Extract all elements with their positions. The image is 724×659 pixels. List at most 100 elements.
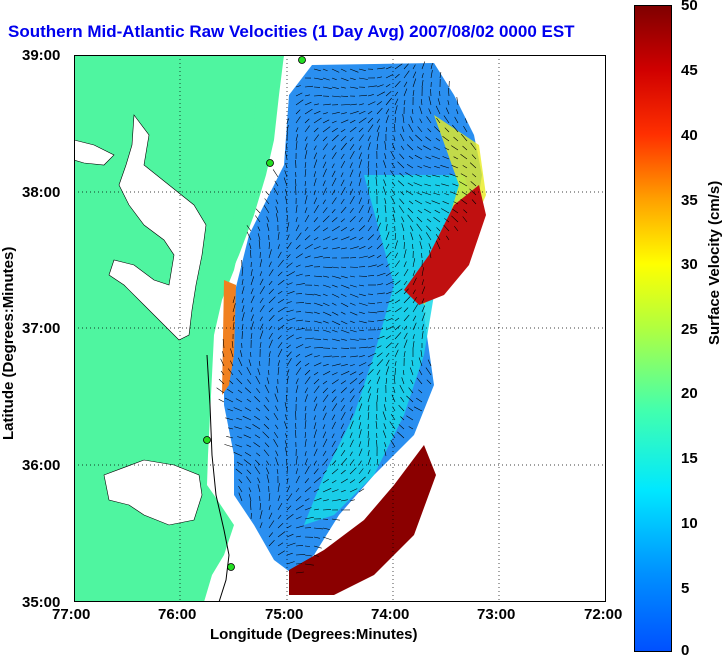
chesapeake-bay	[108, 114, 207, 341]
velocity-arrow	[295, 336, 302, 340]
colorbar-tick-label: 20	[681, 385, 698, 402]
velocity-arrow	[412, 71, 417, 79]
velocity-arrow	[420, 99, 423, 106]
velocity-arrow	[313, 134, 320, 142]
velocity-arrow	[394, 332, 402, 340]
velocity-arrow	[313, 554, 319, 557]
velocity-arrow	[376, 310, 385, 313]
velocity-arrow	[340, 423, 344, 430]
velocity-arrow	[257, 477, 261, 484]
velocity-arrow	[264, 384, 270, 394]
velocity-arrow	[421, 80, 424, 88]
velocity-arrow	[427, 128, 432, 133]
velocity-arrow	[331, 347, 338, 349]
velocity-arrow	[358, 134, 364, 142]
velocity-arrow	[276, 386, 279, 394]
velocity-arrow	[277, 259, 284, 268]
velocity-arrow	[313, 255, 323, 259]
velocity-arrow	[340, 430, 345, 439]
velocity-arrow	[246, 366, 252, 376]
colorbar-tick-label: 0	[681, 642, 690, 659]
velocity-arrow	[340, 404, 346, 412]
velocity-arrow	[358, 302, 368, 306]
velocity-arrow	[295, 116, 301, 124]
velocity-arrow	[394, 317, 400, 322]
velocity-arrow	[331, 372, 338, 376]
velocity-arrow	[384, 198, 387, 205]
velocity-arrow	[277, 251, 282, 259]
velocity-arrow	[399, 172, 405, 178]
velocity-arrow	[384, 153, 387, 160]
velocity-arrow	[277, 299, 285, 304]
x-axis-label: Longitude (Degrees:Minutes)	[210, 626, 418, 643]
velocity-arrow	[422, 191, 432, 196]
velocity-arrow	[322, 302, 330, 307]
velocity-arrow	[224, 444, 234, 448]
velocity-arrow	[238, 492, 243, 502]
velocity-arrow	[425, 136, 432, 142]
velocity-arrow	[259, 502, 261, 511]
x-tick-label: 74:00	[371, 606, 410, 623]
colorbar-tick-label: 50	[681, 0, 698, 14]
velocity-arrow	[385, 108, 390, 115]
velocity-arrow	[349, 111, 359, 115]
y-tick-label: 38:00	[22, 184, 61, 201]
velocity-arrow	[322, 112, 328, 115]
velocity-arrow	[358, 237, 364, 241]
velocity-arrow	[349, 150, 355, 160]
velocity-arrow	[230, 360, 234, 367]
velocity-arrow	[295, 109, 301, 115]
velocity-arrow	[436, 240, 441, 250]
velocity-arrow	[322, 154, 326, 160]
velocity-arrow	[416, 223, 423, 232]
velocity-arrow	[376, 254, 382, 259]
velocity-arrow	[268, 332, 273, 340]
velocity-arrow	[340, 179, 345, 187]
velocity-arrow	[442, 156, 450, 160]
velocity-arrow	[460, 173, 468, 178]
velocity-arrow	[376, 345, 382, 349]
velocity-arrow	[376, 369, 381, 376]
velocity-arrow	[340, 397, 345, 403]
velocity-arrow	[243, 459, 252, 466]
velocity-arrow	[295, 141, 298, 151]
velocity-arrow	[331, 197, 337, 205]
velocity-arrow	[435, 234, 441, 241]
velocity-arrow	[236, 417, 243, 421]
velocity-arrow	[470, 181, 477, 187]
y-tick-label: 35:00	[22, 594, 61, 611]
velocity-arrow	[403, 332, 408, 340]
velocity-arrow	[367, 199, 370, 205]
velocity-arrow	[459, 181, 468, 187]
velocity-arrow	[286, 358, 292, 367]
velocity-arrow	[340, 227, 348, 232]
velocity-arrow	[417, 165, 423, 169]
velocity-arrow	[313, 448, 318, 457]
velocity-arrow	[412, 78, 417, 88]
velocity-arrow	[322, 207, 328, 214]
velocity-arrow	[349, 311, 358, 316]
velocity-arrow	[367, 254, 375, 259]
velocity-arrow	[403, 100, 406, 106]
velocity-arrow	[295, 273, 303, 277]
velocity-arrow	[376, 125, 380, 133]
velocity-arrow	[367, 135, 371, 142]
velocity-arrow	[340, 489, 346, 493]
velocity-arrow	[277, 495, 281, 502]
velocity-arrow	[256, 452, 261, 457]
velocity-arrow	[331, 302, 337, 306]
velocity-arrow	[277, 542, 284, 547]
velocity-arrow	[376, 222, 381, 232]
velocity-field-darkred	[289, 445, 436, 595]
velocity-arrow	[408, 387, 414, 394]
velocity-arrow	[235, 398, 243, 403]
velocity-arrow	[421, 267, 424, 277]
velocity-arrow	[414, 199, 423, 205]
velocity-arrow	[393, 387, 396, 394]
velocity-arrow	[268, 493, 271, 502]
velocity-arrow	[295, 232, 302, 241]
velocity-arrow	[250, 321, 254, 331]
velocity-arrow	[456, 109, 459, 115]
map-plot-area	[74, 55, 606, 602]
velocity-arrow	[313, 217, 319, 223]
